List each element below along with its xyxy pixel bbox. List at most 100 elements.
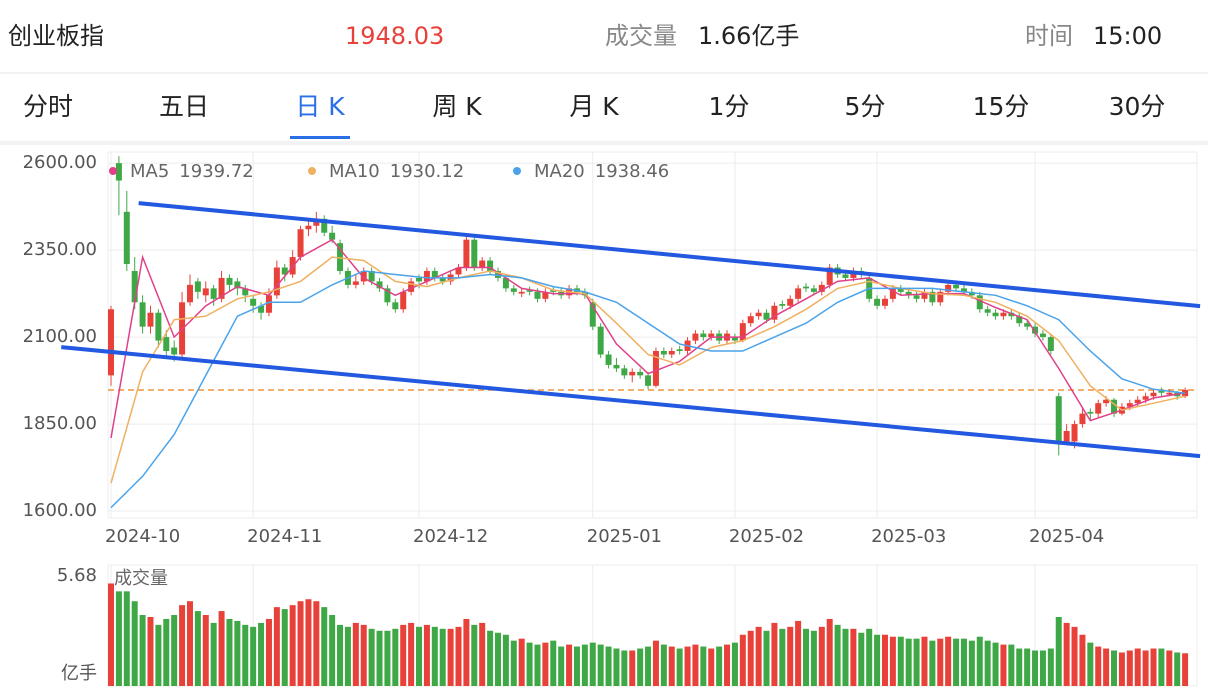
- candle-body: [818, 284, 825, 292]
- volume-bar: [242, 624, 249, 686]
- volume-bar: [937, 638, 944, 686]
- volume-bar: [186, 601, 193, 686]
- tab[interactable]: 30分: [1109, 92, 1166, 121]
- candle-body: [645, 375, 652, 386]
- volume-bar: [739, 634, 746, 686]
- candle-body: [826, 267, 833, 285]
- candle-body: [992, 312, 999, 317]
- volume-bar: [660, 644, 667, 686]
- volume-bar: [502, 634, 509, 686]
- tab[interactable]: 1分: [709, 92, 750, 121]
- volume-bar: [968, 640, 975, 686]
- volume-bar: [155, 624, 162, 686]
- volume-bar: [297, 601, 304, 686]
- candle-body: [400, 291, 407, 310]
- candle-body: [487, 260, 494, 271]
- legend-name: MA5: [130, 161, 169, 182]
- volume-bar: [818, 626, 825, 686]
- candle-body: [337, 243, 344, 271]
- candle-body: [881, 298, 888, 306]
- volume-bar: [921, 636, 928, 686]
- volume-bar: [992, 642, 999, 686]
- candle-body: [755, 312, 762, 317]
- volume-bar: [305, 599, 312, 686]
- volume-bar: [1016, 648, 1023, 686]
- candle-body: [921, 291, 928, 299]
- candle-body: [787, 298, 794, 306]
- tab[interactable]: 分时: [23, 92, 73, 121]
- candle-body: [234, 281, 241, 289]
- y-tick-label: 1600.00: [23, 500, 97, 521]
- tab[interactable]: 日 K: [295, 92, 345, 121]
- volume-bar: [929, 640, 936, 686]
- candle-body: [889, 288, 896, 299]
- tab[interactable]: 周 K: [432, 92, 482, 121]
- candle-body: [905, 291, 912, 296]
- volume-bar: [131, 601, 138, 686]
- candle-body: [384, 288, 391, 303]
- candle-body: [1095, 403, 1102, 414]
- volume-value: 1.66亿手: [698, 22, 799, 50]
- volume-bar: [779, 628, 786, 686]
- ma-line: [110, 256, 1186, 484]
- volume-bar: [329, 615, 336, 686]
- x-tick-label: 2025-04: [1029, 526, 1104, 547]
- volume-bar: [1103, 648, 1110, 686]
- volume-bar: [1134, 648, 1141, 686]
- ma-line: [110, 270, 1186, 509]
- candle-body: [226, 277, 233, 285]
- candle-body: [210, 288, 217, 299]
- volume-bar: [605, 646, 612, 686]
- candle-body: [194, 281, 201, 292]
- candle-body: [700, 333, 707, 338]
- volume-bar: [558, 646, 565, 686]
- candle-body: [597, 326, 604, 355]
- candle-body: [265, 295, 272, 313]
- volume-bar: [1150, 648, 1157, 686]
- volume-bar: [1166, 650, 1173, 686]
- candle-body: [747, 316, 754, 324]
- candle-body: [842, 274, 849, 278]
- volume-bar: [629, 650, 636, 686]
- candle-body: [1103, 399, 1110, 404]
- volume-bar: [810, 630, 817, 686]
- tab[interactable]: 15分: [973, 92, 1030, 121]
- candle-body: [439, 277, 446, 282]
- candle-body: [329, 232, 336, 240]
- candle-body: [463, 239, 470, 268]
- volume-bar: [384, 630, 391, 686]
- candle-body: [1158, 391, 1165, 393]
- candle-body: [360, 270, 367, 282]
- volume-bar: [724, 644, 731, 686]
- candle-body: [739, 323, 746, 341]
- x-tick-label: 2024-10: [105, 526, 180, 547]
- volume-bar: [1039, 650, 1046, 686]
- volume-bar: [597, 644, 604, 686]
- volume-bar: [163, 618, 170, 686]
- candle-body: [273, 267, 280, 296]
- candle-body: [984, 309, 991, 313]
- candle-body: [1079, 413, 1086, 425]
- tab[interactable]: 月 K: [569, 92, 619, 121]
- volume-bar: [1047, 648, 1054, 686]
- candle-body: [218, 277, 225, 299]
- tab[interactable]: 5分: [845, 92, 886, 121]
- volume-bar: [897, 636, 904, 686]
- candle-body: [1111, 399, 1118, 414]
- candle-body: [131, 270, 138, 303]
- active-tab-underline: [290, 136, 350, 139]
- candle-body: [139, 302, 146, 327]
- candle-body: [589, 302, 596, 327]
- candle-body: [1087, 411, 1094, 414]
- chart: 2600.00 2350.00 2100.00 1850.00 1600.00 2024-…: [23, 152, 1201, 686]
- volume-bar: [589, 642, 596, 686]
- candle-body: [163, 337, 170, 352]
- volume-tick-label: 5.68: [57, 565, 97, 586]
- volume-bar: [747, 630, 754, 686]
- tab[interactable]: 五日: [159, 92, 209, 121]
- candle-body: [976, 295, 983, 310]
- volume-bar: [1008, 644, 1015, 686]
- candle-body: [416, 277, 423, 282]
- volume-bar: [534, 644, 541, 686]
- volume-bar: [218, 611, 225, 686]
